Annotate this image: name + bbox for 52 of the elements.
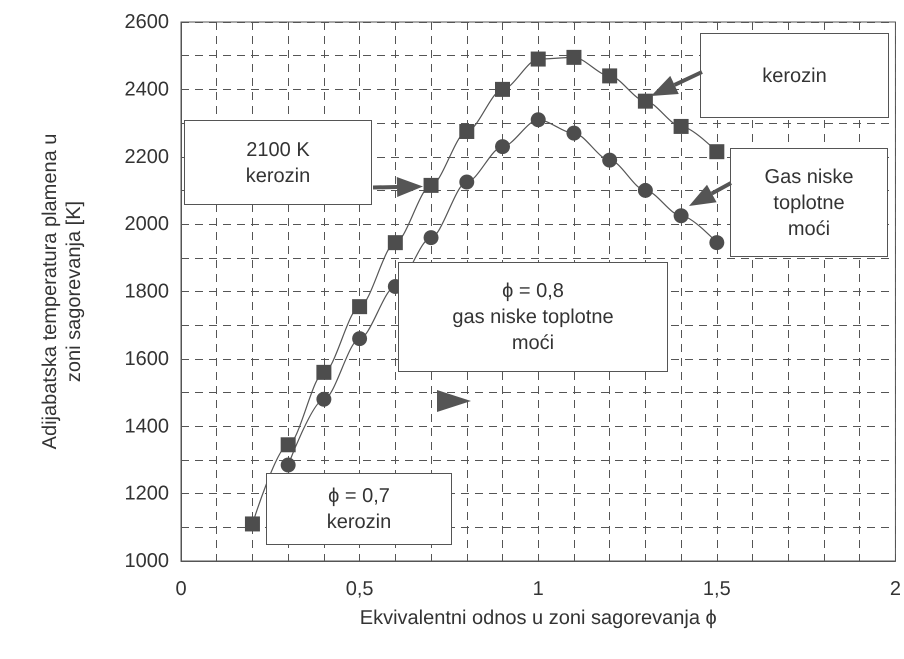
point xyxy=(709,144,724,160)
y-tick-label: 2200 xyxy=(124,146,169,168)
annotation: kerozin xyxy=(762,64,827,88)
point xyxy=(352,331,368,346)
point xyxy=(566,126,582,141)
point xyxy=(495,139,510,154)
x-axis-title: Ekvivalentni odnos u zoni sagorevanja ϕ xyxy=(360,607,717,629)
point xyxy=(530,112,546,128)
point xyxy=(244,516,260,532)
point xyxy=(280,437,296,452)
point xyxy=(638,94,653,109)
x-tick-label: 2 xyxy=(890,578,901,600)
y-tick-label: 2600 xyxy=(124,11,169,33)
y-tick-label: 1800 xyxy=(124,280,169,302)
y-tick-label: 2000 xyxy=(124,213,169,236)
annotation: Gas niske toplotne moći xyxy=(764,164,854,242)
point xyxy=(530,52,546,67)
point xyxy=(674,118,689,134)
point xyxy=(566,50,582,65)
x-tick-label: 0,5 xyxy=(346,578,374,600)
y-tick-label: 2400 xyxy=(124,78,169,100)
point xyxy=(459,174,474,190)
text-box: ϕ = 0,7 kerozin xyxy=(266,473,452,545)
annotation: ϕ = 0,7 kerozin xyxy=(326,484,392,535)
point xyxy=(602,68,618,84)
point xyxy=(494,82,510,97)
x-tick-label: 0 xyxy=(175,578,187,600)
point xyxy=(674,208,689,224)
point xyxy=(388,235,403,250)
point xyxy=(316,364,332,380)
annotation: 2100 K kerozin xyxy=(246,138,310,188)
point xyxy=(424,230,439,246)
point xyxy=(459,124,474,139)
x-tick-label: 1 xyxy=(532,578,544,600)
point xyxy=(280,457,296,472)
text-box: kerozin xyxy=(700,33,889,118)
point xyxy=(424,178,439,193)
text-box: 2100 K kerozin xyxy=(184,120,372,205)
y-axis-title: Adijabatska temperatura plamena u zoni sagorevanja [K] xyxy=(39,134,85,450)
point xyxy=(709,235,724,250)
y-tick-label: 1400 xyxy=(124,415,169,438)
text-box: ϕ = 0,8 gas niske toplotne moći xyxy=(398,262,668,372)
y-tick-label: 1000 xyxy=(124,550,169,572)
y-tick-label: 1200 xyxy=(124,482,169,505)
annotation: ϕ = 0,8 gas niske toplotne moći xyxy=(452,279,614,356)
point xyxy=(316,392,332,407)
y-tick-label: 1600 xyxy=(124,348,169,370)
point xyxy=(352,299,368,314)
point xyxy=(638,182,653,198)
text-box: Gas niske toplotne moći xyxy=(730,148,888,257)
point xyxy=(602,152,618,168)
x-tick-label: 1,5 xyxy=(702,578,731,600)
